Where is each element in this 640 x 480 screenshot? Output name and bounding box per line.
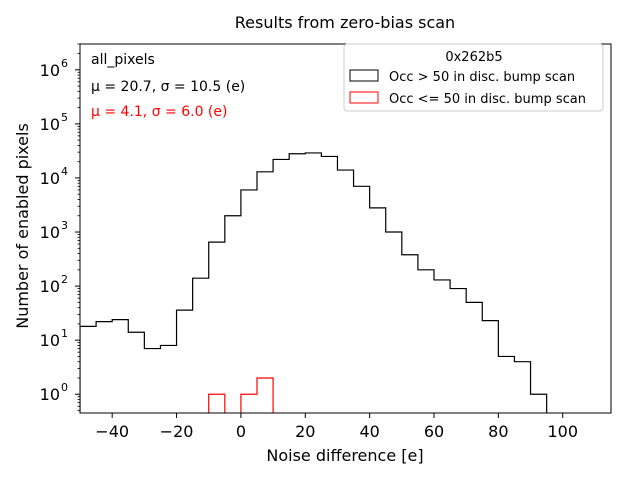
x-tick-label: 20 xyxy=(295,422,315,441)
annotation-stats-black: μ = 20.7, σ = 10.5 (e) xyxy=(91,79,245,95)
y-tick-exponent: 5 xyxy=(61,111,68,124)
y-tick-exponent: 1 xyxy=(61,327,68,340)
chart-title: Results from zero-bias scan xyxy=(235,13,455,32)
x-tick-label: 40 xyxy=(359,422,379,441)
y-tick-label: 10 xyxy=(40,223,60,242)
x-tick-label: 0 xyxy=(236,422,246,441)
x-axis-label: Noise difference [e] xyxy=(266,446,423,465)
series-occ-gt-50 xyxy=(80,152,548,413)
x-tick-label: 80 xyxy=(488,422,508,441)
x-tick-label: −40 xyxy=(95,422,129,441)
legend-entry-red: Occ <= 50 in disc. bump scan xyxy=(389,92,586,107)
y-tick-exponent: 6 xyxy=(61,57,68,70)
legend-title: 0x262b5 xyxy=(445,50,502,65)
x-tick-label: −20 xyxy=(160,422,194,441)
x-axis: −40 −20 0 20 40 60 80 100 xyxy=(95,413,578,441)
y-tick-label: 10 xyxy=(40,277,60,296)
x-tick-label: 60 xyxy=(424,422,444,441)
series-layer xyxy=(80,152,548,413)
y-tick-label: 10 xyxy=(40,385,60,404)
legend-swatch-black xyxy=(349,69,379,82)
legend-entry-black: Occ > 50 in disc. bump scan xyxy=(389,70,575,85)
y-tick-label: 10 xyxy=(40,331,60,350)
annotation-stats-red: μ = 4.1, σ = 6.0 (e) xyxy=(91,104,227,120)
y-tick-label: 10 xyxy=(40,61,60,80)
y-tick-exponent: 2 xyxy=(61,273,68,286)
y-tick-exponent: 0 xyxy=(61,381,68,394)
x-tick-label: 100 xyxy=(547,422,578,441)
y-tick-exponent: 4 xyxy=(61,165,68,178)
y-axis-label: Number of enabled pixels xyxy=(13,123,32,329)
y-tick-label: 10 xyxy=(40,115,60,134)
legend-box xyxy=(343,43,604,112)
y-tick-exponent: 3 xyxy=(61,219,68,232)
legend: 0x262b5 Occ > 50 in disc. bump scan Occ … xyxy=(343,43,604,112)
legend-swatch-red xyxy=(349,91,379,104)
y-tick-label: 10 xyxy=(40,169,60,188)
annotation-label: all_pixels xyxy=(91,52,155,68)
series-occ-le-50 xyxy=(208,377,274,413)
